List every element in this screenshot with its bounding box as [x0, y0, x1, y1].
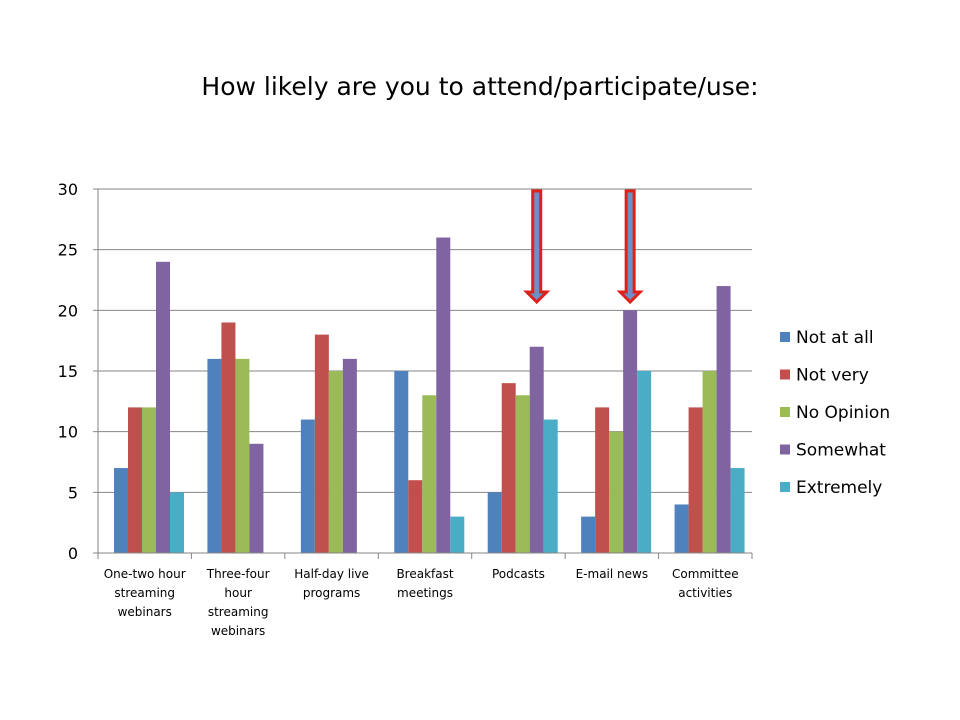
down-arrow-annotation: [523, 189, 551, 305]
y-tick-label: 0: [68, 544, 78, 563]
legend-swatch: [780, 369, 790, 380]
bar: [529, 346, 544, 553]
bar: [300, 419, 315, 553]
bar: [207, 358, 222, 553]
bar: [436, 237, 451, 554]
bar: [394, 371, 409, 553]
chart-title: How likely are you to attend/participate…: [201, 72, 759, 101]
bar: [716, 286, 731, 553]
y-tick-label: 20: [58, 301, 78, 320]
bar: [595, 407, 610, 553]
bar: [114, 468, 128, 553]
bar: [221, 322, 236, 553]
legend-swatch: [780, 332, 790, 342]
bar: [487, 492, 502, 553]
down-arrow-annotation: [616, 189, 644, 305]
x-tick-label: Podcasts: [492, 567, 545, 581]
x-tick-label: Three-four hour streaming webinars: [206, 567, 270, 638]
x-tick-label: E-mail news: [576, 567, 649, 581]
x-tick-label: Committee activities: [672, 567, 739, 600]
legend-swatch: [780, 407, 790, 417]
bar: [730, 468, 745, 553]
y-tick-label: 5: [68, 483, 78, 502]
bar: [408, 480, 423, 553]
y-tick-label: 30: [58, 180, 78, 199]
bar: [637, 371, 652, 553]
legend-label: Somewhat: [796, 441, 886, 461]
y-tick-label: 10: [58, 423, 78, 442]
x-tick-label: Breakfast meetings: [396, 567, 453, 600]
y-tick-label: 25: [58, 241, 78, 260]
bar: [501, 383, 516, 553]
bar: [328, 371, 343, 553]
bar: [342, 358, 357, 553]
legend-label: No Opinion: [796, 403, 890, 423]
bar: [142, 407, 156, 553]
x-tick-label: Half-day live programs: [294, 567, 369, 600]
bar: [235, 358, 250, 553]
bar: [450, 516, 465, 553]
bar: [581, 516, 596, 553]
legend-swatch: [780, 444, 790, 455]
bar: [688, 407, 703, 553]
bar: [674, 504, 689, 553]
legend-swatch: [780, 482, 790, 492]
legend-label: Not at all: [796, 328, 874, 348]
legend-label: Not very: [796, 366, 869, 386]
bar: [314, 334, 329, 553]
bar: [128, 407, 142, 553]
bar: [623, 310, 638, 553]
bar: [170, 492, 184, 553]
legend-label: Extremely: [796, 478, 882, 498]
bar: [702, 371, 717, 553]
x-tick-label: One-two hour streaming webinars: [104, 567, 186, 619]
bar: [515, 395, 530, 553]
bar: [609, 431, 624, 553]
bar: [543, 419, 558, 553]
bar: [422, 395, 437, 553]
y-tick-label: 15: [58, 362, 78, 381]
bar: [249, 443, 264, 553]
bar: [156, 261, 170, 553]
